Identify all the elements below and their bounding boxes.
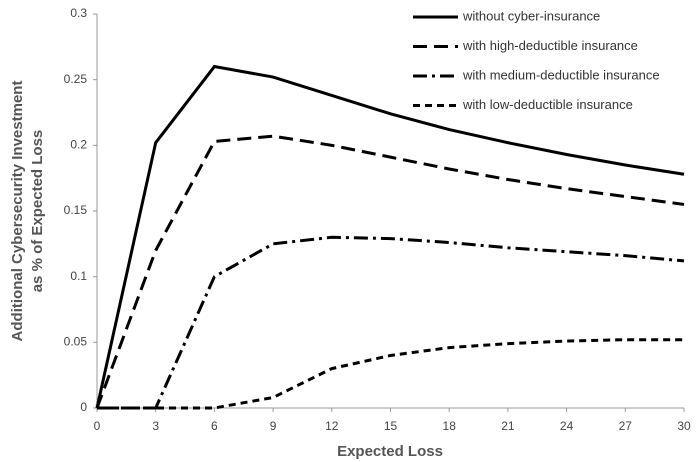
x-tick-label: 3 (152, 419, 159, 433)
series-line (95, 64, 685, 409)
x-tick-label: 24 (560, 419, 574, 433)
y-tick-label: 0.1 (70, 269, 87, 283)
series-line (97, 338, 684, 410)
legend-label: with medium-deductible insurance (462, 67, 660, 82)
y-tick-label: 0.05 (64, 335, 88, 349)
x-tick-label: 6 (211, 419, 218, 433)
x-tick-label: 27 (619, 419, 633, 433)
legend-label: with high-deductible insurance (462, 38, 638, 53)
x-tick-label: 18 (443, 419, 457, 433)
y-tick-label: 0 (80, 400, 87, 414)
y-axis-label: as % of Expected Loss (29, 130, 46, 293)
legend-label: without cyber-insurance (462, 8, 600, 23)
x-tick-label: 12 (325, 419, 339, 433)
y-tick-label: 0.15 (64, 203, 88, 217)
x-tick-label: 0 (94, 419, 101, 433)
y-tick-label: 0.2 (70, 138, 87, 152)
series-line (95, 134, 685, 409)
y-tick-label: 0.25 (64, 72, 88, 86)
x-tick-label: 15 (384, 419, 398, 433)
x-tick-label: 30 (677, 419, 691, 433)
y-axis-label: Additional Cybersecurity Investment (9, 81, 26, 342)
series-line (97, 235, 685, 410)
y-tick-label: 0.3 (70, 6, 87, 20)
legend-label: with low-deductible insurance (462, 97, 633, 112)
x-tick-label: 9 (270, 419, 277, 433)
x-tick-label: 21 (501, 419, 515, 433)
x-axis-label: Expected Loss (337, 443, 443, 460)
